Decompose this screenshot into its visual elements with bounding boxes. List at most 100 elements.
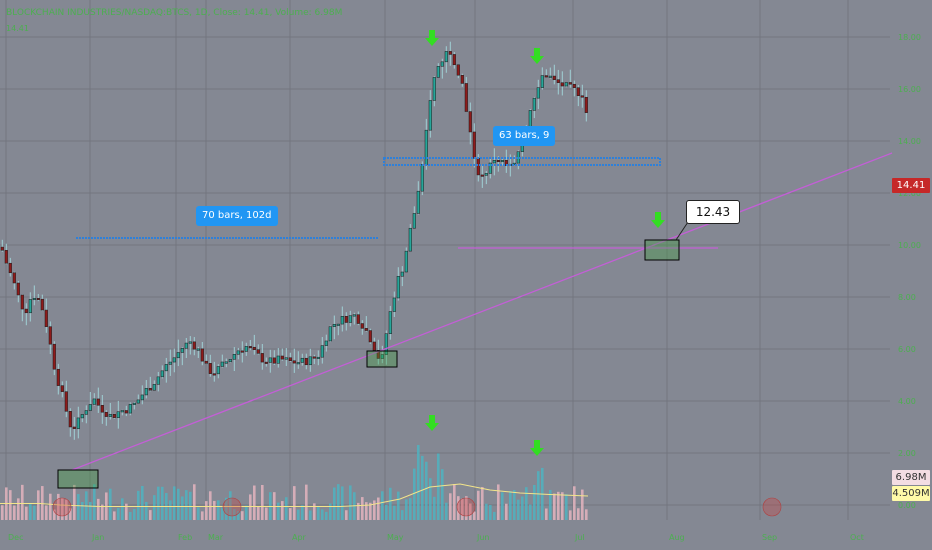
candle-body [320, 345, 324, 358]
candle-body [136, 399, 140, 404]
volume-bar [385, 504, 388, 520]
candle-body [584, 96, 588, 113]
volume-bar [469, 503, 472, 520]
volume-bar [41, 486, 44, 520]
candle-body [244, 346, 248, 352]
candle-body [260, 353, 264, 363]
volume-bar [169, 500, 172, 520]
volume-ma-line [0, 483, 589, 507]
volume-bar [569, 510, 572, 520]
candle-body [304, 357, 308, 366]
volume-bar [153, 495, 156, 520]
candle-body [536, 87, 540, 99]
candle-body [204, 360, 208, 364]
volume-bar [97, 498, 100, 520]
volume-bar [1, 505, 4, 520]
candle-body [404, 250, 408, 273]
volume-bar [497, 484, 500, 520]
candle-body [104, 411, 108, 417]
y-tick-label: 14.00 [898, 137, 921, 146]
candle-body [52, 343, 56, 370]
volume-bar [393, 505, 396, 520]
candle-body [208, 363, 212, 374]
y-tick-label: 0.00 [898, 501, 916, 510]
candle-body [276, 355, 280, 364]
candle-body [4, 250, 8, 264]
volume-bar [109, 488, 112, 520]
volume-bar [313, 503, 316, 520]
volume-bar [233, 509, 236, 520]
candle-body [172, 357, 176, 363]
volume-bar [257, 506, 260, 520]
arrow-down-icon [425, 30, 439, 46]
last-price-tag: 14.41 [892, 178, 930, 193]
candle-body [116, 411, 120, 418]
price-callout: 12.43 [686, 200, 740, 224]
volume-bar [89, 501, 92, 520]
volume-bar [413, 468, 416, 520]
candle-body [160, 370, 164, 378]
event-marker [222, 497, 242, 517]
volume-bar [173, 486, 176, 520]
volume-bar [293, 486, 296, 520]
candle-body [272, 357, 276, 364]
volume-bar [357, 502, 360, 520]
candle-body [268, 357, 272, 363]
arrow-down-icon [651, 212, 665, 228]
candle-body [280, 355, 284, 360]
candle-body [148, 388, 152, 391]
volume-bar [317, 505, 320, 520]
volume-bar [221, 507, 224, 520]
candle-body [552, 75, 556, 80]
candle-body [16, 282, 20, 296]
candle-body [376, 350, 380, 359]
volume-bar [585, 509, 588, 520]
candle-body [528, 110, 532, 128]
volume-bar [217, 500, 220, 520]
candle-body [184, 342, 188, 349]
volume-bar [137, 490, 140, 520]
volume-bar [309, 510, 312, 520]
volume-bar [189, 491, 192, 520]
candle-body [92, 398, 96, 405]
volume-bar [537, 471, 540, 520]
x-tick-label: May [387, 533, 404, 542]
candle-body [56, 368, 60, 386]
volume-bar [29, 504, 32, 520]
volume-bar [161, 486, 164, 520]
candle-body [220, 361, 224, 367]
volume-bar [345, 510, 348, 520]
candle-body [560, 82, 564, 87]
volume-bar [77, 494, 80, 520]
candle-body [380, 354, 384, 359]
candle-body [188, 341, 192, 344]
event-marker [456, 497, 476, 517]
candle-body [72, 426, 76, 429]
candle-body [308, 356, 312, 366]
candle-body [532, 97, 536, 111]
volume-bar [429, 478, 432, 520]
candle-body [60, 385, 64, 392]
volume-bar [477, 490, 480, 520]
volume-bar [49, 493, 52, 520]
volume-bar [509, 491, 512, 520]
candle-body [436, 66, 440, 78]
volume-bar [557, 491, 560, 520]
y-axis: 20.0018.0016.0014.0012.0010.008.006.004.… [898, 33, 921, 510]
volume-bar [205, 501, 208, 520]
grid [0, 0, 890, 520]
candle-body [312, 356, 316, 359]
candle-body [448, 51, 452, 55]
volume-bar [53, 509, 56, 520]
volume-ma-tag: 4.509M [892, 486, 930, 501]
arrow-down-icon [530, 440, 544, 456]
volume-bar [193, 484, 196, 520]
candle-body [48, 326, 52, 345]
candle-body [180, 347, 184, 353]
volume-bar [525, 487, 528, 520]
candle-body [152, 384, 156, 391]
candle-body [32, 298, 36, 301]
volume-bar [325, 511, 328, 520]
volume-bar [261, 484, 264, 520]
